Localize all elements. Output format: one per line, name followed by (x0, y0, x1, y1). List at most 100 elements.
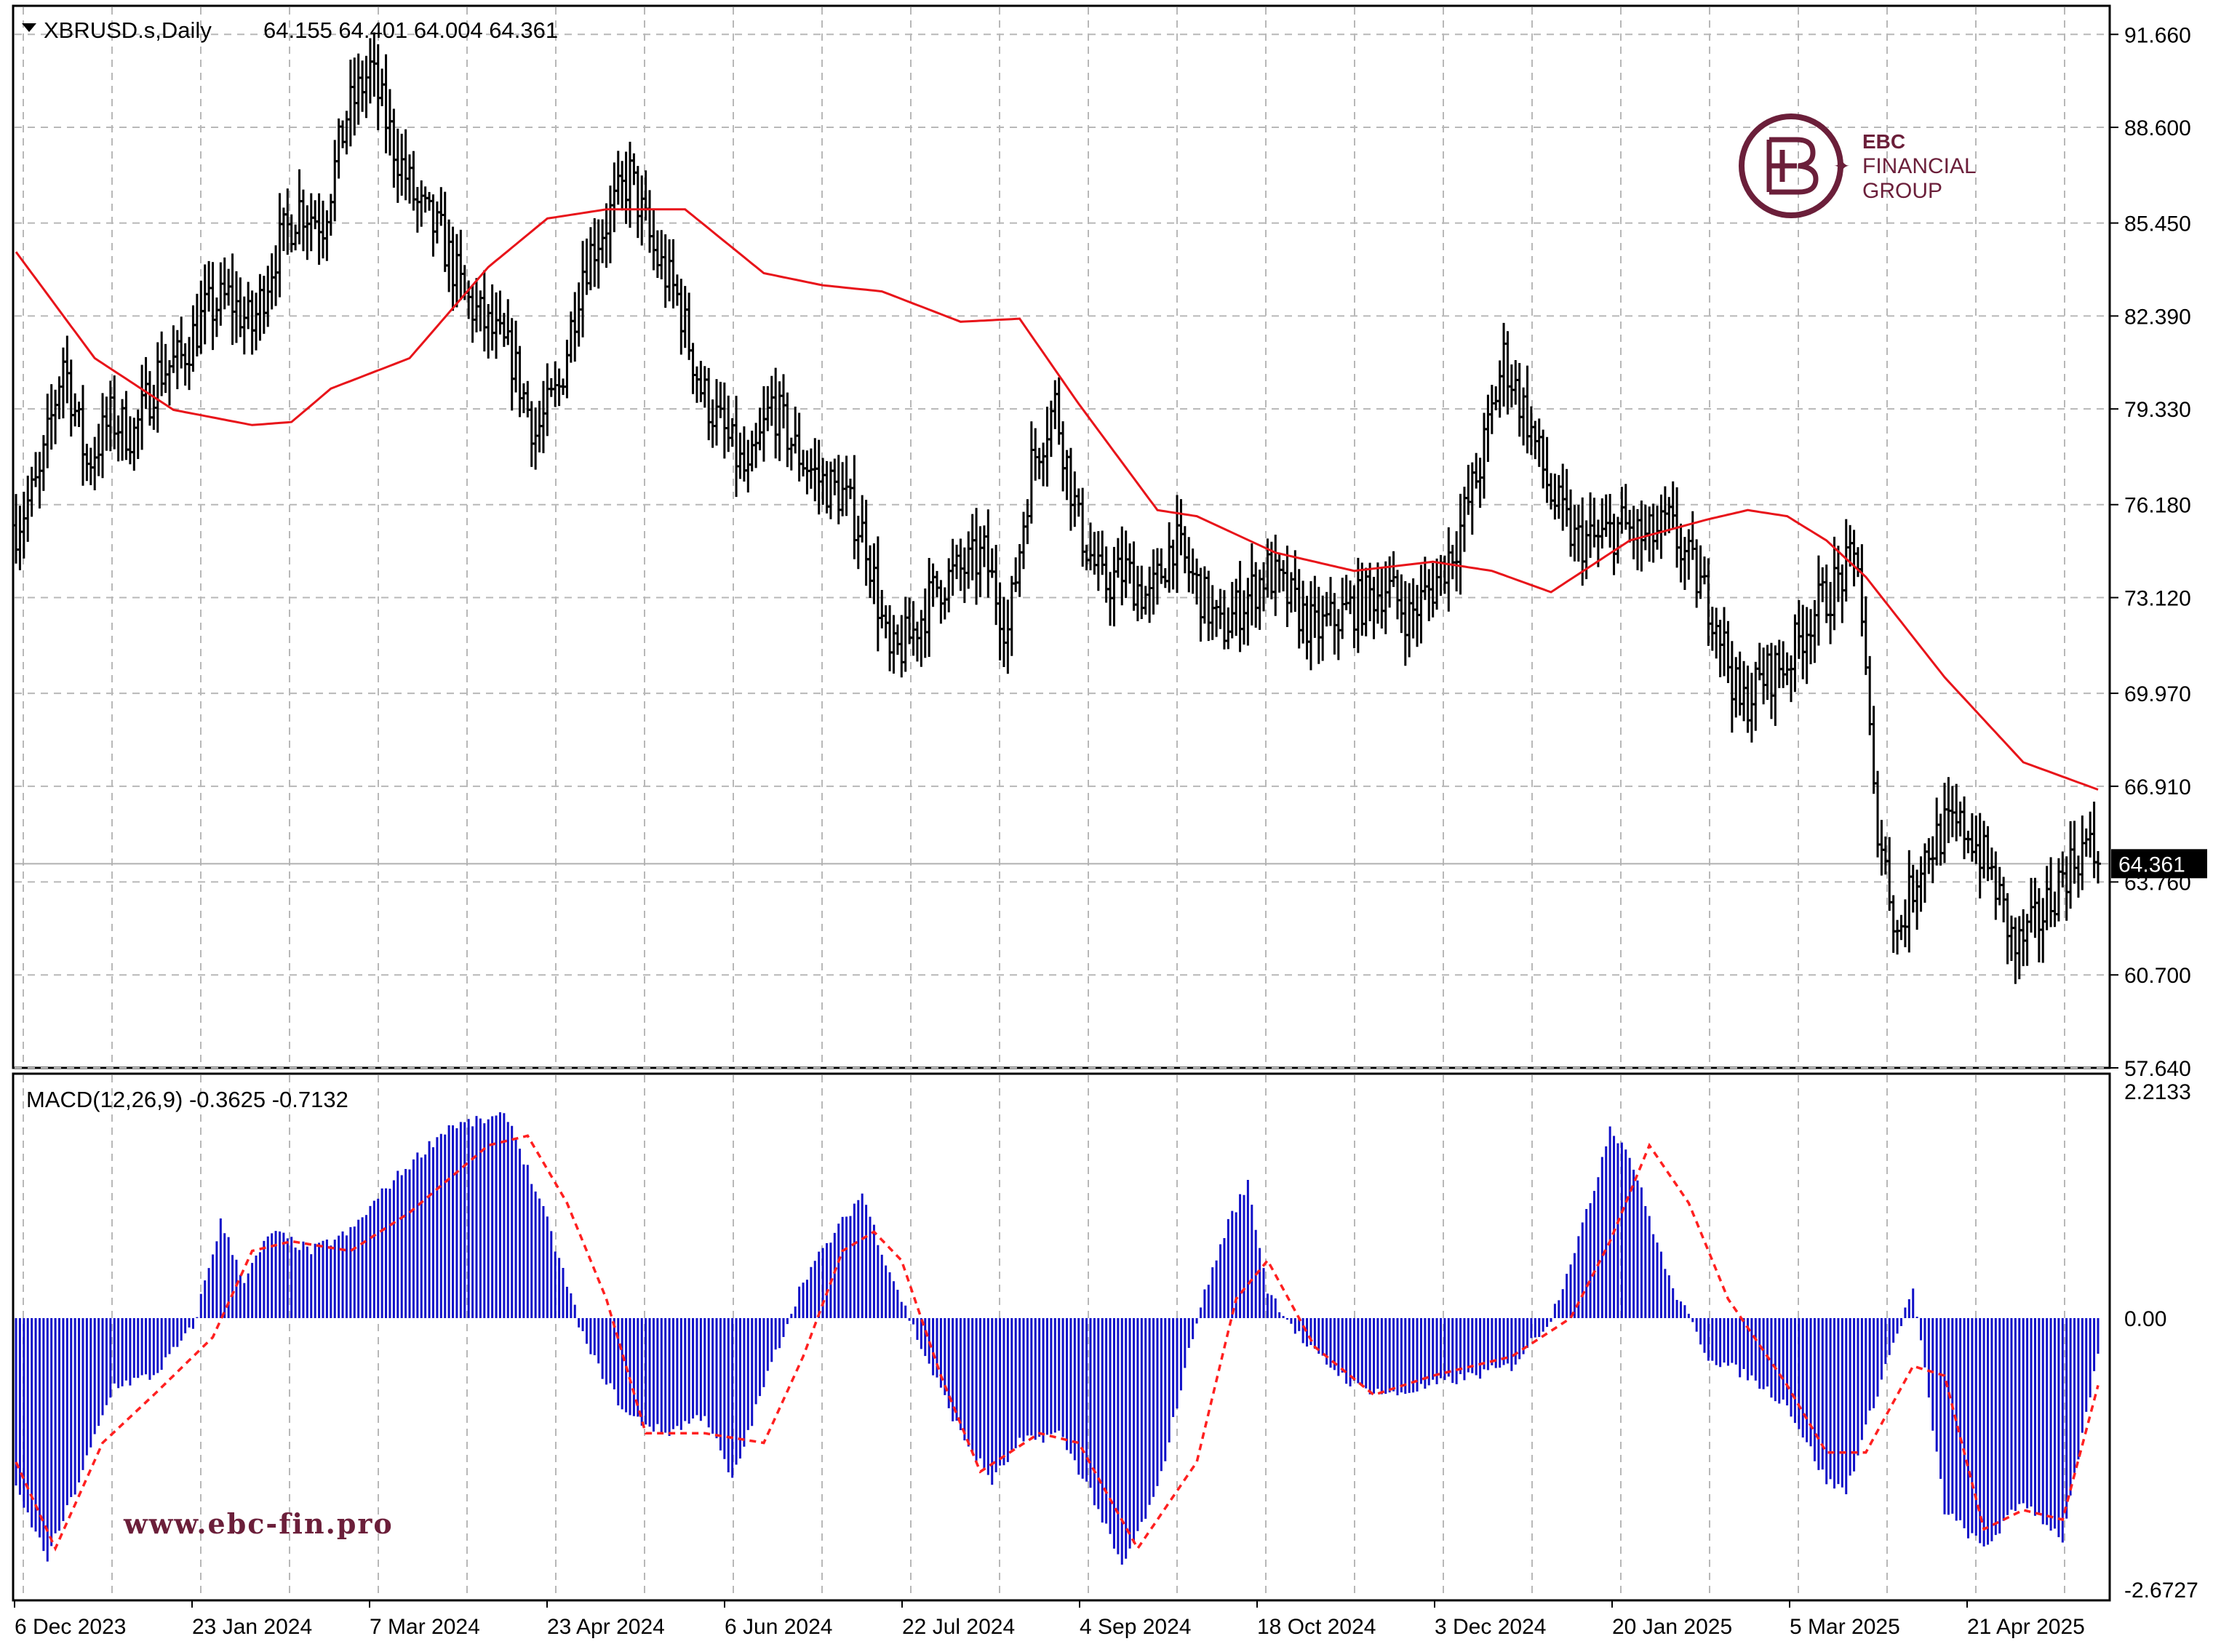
ohlc-bar (1044, 407, 1050, 487)
ohlc-bar (1508, 364, 1515, 408)
last-price-label: 64.361 (2118, 853, 2185, 877)
ohlc-bar (1178, 499, 1184, 556)
ohlc-bar (1512, 360, 1519, 405)
ohlc-bar (567, 311, 574, 363)
ohlc-bar (25, 475, 31, 542)
symbol-dropdown-icon[interactable] (22, 23, 36, 32)
ohlc-bar (753, 423, 759, 468)
ohlc-bar (1253, 562, 1259, 628)
ohlc-bar (1878, 820, 1885, 876)
ohlc-bar (1402, 580, 1408, 666)
ohlc-bar (1937, 813, 1944, 866)
ohlc-bar (1934, 797, 1940, 866)
y-tick-label: 57.640 (2124, 1057, 2191, 1081)
ohlc-bar (926, 557, 933, 658)
ohlc-bar (1575, 505, 1582, 562)
ohlc-bar (1957, 801, 1963, 837)
x-tick-label: 6 Dec 2023 (15, 1615, 126, 1639)
ohlc-bar (1701, 556, 1707, 585)
x-tick-label: 22 Jul 2024 (902, 1615, 1015, 1639)
ohlc-bar (623, 151, 629, 224)
ohlc-bar (693, 366, 700, 403)
ohlc-bar (1394, 570, 1400, 620)
ohlc-bar (1099, 530, 1106, 575)
ohlc-bar (670, 239, 677, 309)
ohlc-bar (1315, 586, 1322, 664)
ohlc-bar (450, 226, 456, 311)
ohlc-bar (497, 290, 503, 335)
ohlc-bar (737, 432, 743, 479)
ohlc-bar (367, 38, 373, 104)
ohlc-bar (1689, 511, 1696, 560)
ohlc-bar (1446, 527, 1452, 612)
ohlc-bar (1363, 567, 1369, 637)
ohlc-bar (292, 224, 299, 251)
ohlc-bar (650, 210, 657, 271)
ohlc-bar (20, 492, 27, 559)
ohlc-bar (249, 290, 255, 355)
ohlc-bar (1036, 447, 1042, 479)
ohlc-bar (375, 44, 381, 130)
ohlc-bar (544, 363, 551, 436)
ohlc-bar (1150, 549, 1157, 615)
ohlc-bar (402, 129, 409, 201)
ohlc-bar (989, 548, 995, 578)
ohlc-bar (615, 151, 621, 205)
ohlc-bar (355, 53, 362, 125)
ohlc-bar (1158, 548, 1165, 584)
ohlc-bar (717, 381, 724, 418)
ohlc-bar (1189, 548, 1196, 594)
ohlc-bar (1985, 826, 1991, 882)
ohlc-bar (52, 389, 59, 444)
ohlc-bar (1000, 596, 1007, 667)
ohlc-bar (1181, 526, 1188, 574)
ohlc-bar (1280, 560, 1287, 591)
ohlc-bar (410, 151, 417, 211)
ohlc-bar (442, 191, 448, 272)
macd-histogram (15, 1112, 2100, 1565)
ohlc-bar (961, 547, 968, 603)
ohlc-bar (111, 375, 118, 450)
ohlc-bar (1619, 487, 1625, 534)
ohlc-bar (835, 455, 842, 524)
logo-brand: EBC (1862, 130, 1905, 153)
ohlc-bar (1398, 574, 1405, 634)
ohlc-bar (1552, 474, 1558, 520)
ohlc-bar (874, 536, 881, 652)
logo-line2: GROUP (1862, 179, 1942, 203)
ohlc-bar (611, 162, 618, 233)
ohlc-bar (1772, 645, 1779, 726)
ohlc-bar (1304, 596, 1310, 660)
ohlc-bar (1697, 545, 1704, 599)
ohlc-bar (780, 374, 786, 428)
ohlc-bar (1776, 639, 1782, 688)
ohlc-bar (399, 133, 405, 196)
ohlc-bar (1473, 452, 1480, 489)
website-watermark: www.ebc-fin.pro (123, 1507, 394, 1540)
ohlc-bar (1788, 655, 1795, 703)
ohlc-bar (859, 495, 866, 543)
ohlc-bar (784, 392, 791, 468)
ohlc-bar (340, 120, 346, 148)
ohlc-bar (1745, 665, 1751, 733)
ohlc-bar (2095, 850, 2101, 884)
ohlc-bar (957, 538, 964, 591)
ohlc-bar (1882, 836, 1889, 875)
ohlc-bar (1406, 583, 1413, 658)
ohlc-bar (1060, 421, 1066, 492)
ohlc-bar (1174, 495, 1181, 594)
ohlc-bar (1862, 596, 1869, 675)
ohlc-bar (276, 193, 283, 298)
ohlc-bar (796, 412, 802, 482)
ohlc-bar (1827, 582, 1834, 645)
ohlc-bar (1465, 465, 1472, 515)
x-tick-label: 21 Apr 2025 (1967, 1615, 2085, 1639)
ohlc-bar (1024, 499, 1031, 544)
ohlc-bar (1052, 380, 1058, 429)
ohlc-bar (658, 230, 665, 280)
ohlc-bar (863, 500, 869, 586)
ohlc-bar (1630, 506, 1637, 559)
ohlc-bar (28, 466, 35, 517)
ohlc-bar (733, 396, 740, 498)
ohlc-bar (245, 282, 252, 330)
